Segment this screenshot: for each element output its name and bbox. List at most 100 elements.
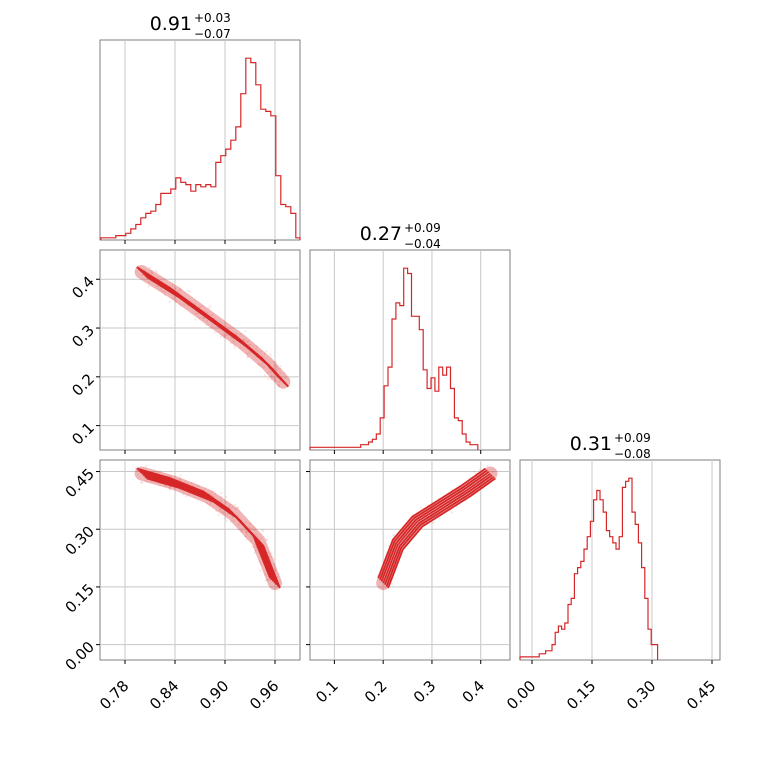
- contour-3-1-point-3-30: [249, 527, 252, 530]
- contour-3-1-point-3-38: [231, 515, 234, 519]
- contour-2-1-point-3-8: [259, 365, 262, 368]
- contour-3-1-point-3-10: [244, 521, 247, 524]
- contour-3-1-frame: [99, 459, 301, 661]
- contour-2-1-point-4-25: [268, 370, 272, 373]
- contour-3-1-point-1-26: [190, 482, 193, 485]
- contour-3-1-band: [134, 466, 282, 591]
- contour-3-1-point-3-23: [247, 526, 251, 529]
- contour-3-2-contour-inner-0: [377, 467, 487, 579]
- contour-2-1-point-0-28: [149, 266, 152, 269]
- contour-3-1-point-4-19: [271, 555, 274, 559]
- contour-3-2-xlabel-3: 0.4: [459, 677, 489, 707]
- contour-2-1-point-1-20: [168, 300, 171, 303]
- contour-3-1-point-0-3: [146, 481, 149, 484]
- contour-3-2-point-4-27: [478, 468, 481, 471]
- contour-2-1-point-1-4: [207, 306, 210, 309]
- contour-2-1-point-3-35: [261, 362, 264, 365]
- contour-3-1-point-1-4: [169, 475, 172, 478]
- contour-2-1-point-1-19: [195, 312, 198, 316]
- contour-2-1-point-0-36: [163, 290, 166, 293]
- contour-2-1-point-4-17: [269, 378, 273, 381]
- contour-3-1-point-2-2: [225, 495, 228, 498]
- contour-3-1-point-4-34: [264, 573, 267, 576]
- contour-2-1-point-4-39: [270, 371, 273, 374]
- contour-2-1-ylabel-1: 0.2: [68, 370, 98, 400]
- contour-3-1-point-2-5: [234, 503, 237, 506]
- contour-2-1-point-2-1: [221, 333, 224, 336]
- contour-3-1-ylabel-0: 0.00: [62, 638, 98, 674]
- contour-2-1-point-0-2: [154, 269, 157, 272]
- contour-2-1-point-1-26: [179, 288, 182, 292]
- contour-2-1-point-2-35: [213, 331, 216, 334]
- contour-2-1-ylabel-2: 0.3: [68, 321, 98, 351]
- contour-2-1-point-2-12: [211, 313, 214, 317]
- contour-3-1-point-0-28: [140, 481, 143, 484]
- contour-2-1-point-2-34: [205, 323, 208, 326]
- hist-2-2-title-minus: −0.04: [404, 237, 441, 251]
- contour-3-1-point-2-20: [217, 513, 220, 517]
- contour-3-1-point-3-14: [244, 535, 247, 538]
- contour-3-1-point-0-7: [144, 464, 148, 467]
- contour-2-1-point-4-32: [263, 374, 266, 377]
- contour-3-1-point-3-34: [262, 529, 265, 532]
- contour-3-1-point-1-25: [197, 484, 200, 487]
- contour-3-1-ylabel-2: 0.30: [62, 523, 98, 559]
- contour-3-1-ylabel-3: 0.45: [62, 465, 98, 501]
- contour-3-2-contour-inner-1: [379, 469, 488, 581]
- contour-2-1-point-2-30: [233, 343, 236, 347]
- contour-3-1-point-1-8: [192, 482, 195, 485]
- contour-2-1-point-1-33: [198, 316, 201, 319]
- contour-3-1-point-4-11: [268, 578, 271, 582]
- contour-2-1-point-4-15: [272, 376, 275, 379]
- contour-2-1-point-3-39: [269, 353, 272, 356]
- contour-2-1-point-2-11: [206, 312, 209, 315]
- hist-3-3-bars: [519, 477, 659, 660]
- contour-3-1-point-3-37: [250, 536, 253, 539]
- contour-3-2-point-2-6: [432, 521, 435, 524]
- contour-2-1-point-3-10: [248, 343, 251, 346]
- contour-2-1-point-4-20: [274, 365, 277, 368]
- contour-3-1-point-2-17: [218, 509, 222, 512]
- contour-3-1-point-1-35: [204, 487, 207, 490]
- contour-3-1-point-4-18: [250, 539, 253, 542]
- contour-3-1-point-3-31: [261, 529, 264, 532]
- contour-2-1-point-3-34: [247, 339, 250, 342]
- contour-3-1-point-2-19: [205, 502, 209, 505]
- contour-3-1-point-3-20: [240, 529, 243, 532]
- contour-2-1-point-4-38: [278, 367, 281, 371]
- contour-2-1-point-4-2: [279, 371, 282, 374]
- hist-1-1-title-plus: +0.03: [194, 11, 231, 25]
- contour-3-1-point-3-26: [232, 519, 235, 522]
- contour-3-1-point-0-20: [136, 469, 139, 472]
- contour-3-1-point-2-0: [236, 507, 239, 510]
- contour-2-1-point-4-12: [276, 365, 279, 368]
- contour-2-1-point-3-29: [263, 352, 266, 355]
- contour-3-1-point-2-26: [229, 503, 232, 506]
- hist-3-3-xlabel-3: 0.45: [683, 677, 719, 713]
- contour-2-1-point-3-31: [260, 350, 263, 353]
- contour-2-1-point-0-0: [156, 276, 159, 279]
- contour-3-1-point-2-6: [221, 510, 224, 513]
- contour-2-1-point-2-16: [224, 325, 227, 328]
- contour-3-1-point-4-12: [253, 551, 256, 555]
- contour-2-1-point-3-14: [242, 339, 245, 342]
- contour-3-1-point-4-32: [277, 573, 280, 576]
- contour-2-1-point-1-7: [194, 318, 197, 321]
- contour-3-1-point-4-39: [267, 551, 270, 554]
- contour-3-2-xlabel-0: 0.1: [312, 677, 342, 707]
- contour-2-1-point-3-4: [244, 340, 247, 343]
- hist-2-2-title-value: 0.27: [360, 223, 402, 245]
- contour-3-1-point-2-1: [218, 507, 221, 510]
- contour-2-1-point-4-24: [267, 371, 270, 374]
- contour-3-1-point-1-32: [186, 481, 189, 485]
- contour-2-1-point-2-24: [224, 334, 227, 337]
- contour-2-1-point-3-32: [243, 338, 246, 341]
- contour-3-1-point-0-18: [168, 486, 171, 489]
- contour-2-1-point-3-15: [246, 341, 249, 344]
- contour-2-1-point-2-23: [234, 332, 237, 335]
- contour-3-1-point-4-35: [273, 563, 276, 566]
- contour-3-1-point-4-15: [254, 549, 257, 552]
- contour-3-1-point-0-10: [179, 474, 182, 477]
- contour-3-1-point-1-36: [183, 480, 186, 483]
- contour-2-1-point-2-3: [229, 342, 233, 345]
